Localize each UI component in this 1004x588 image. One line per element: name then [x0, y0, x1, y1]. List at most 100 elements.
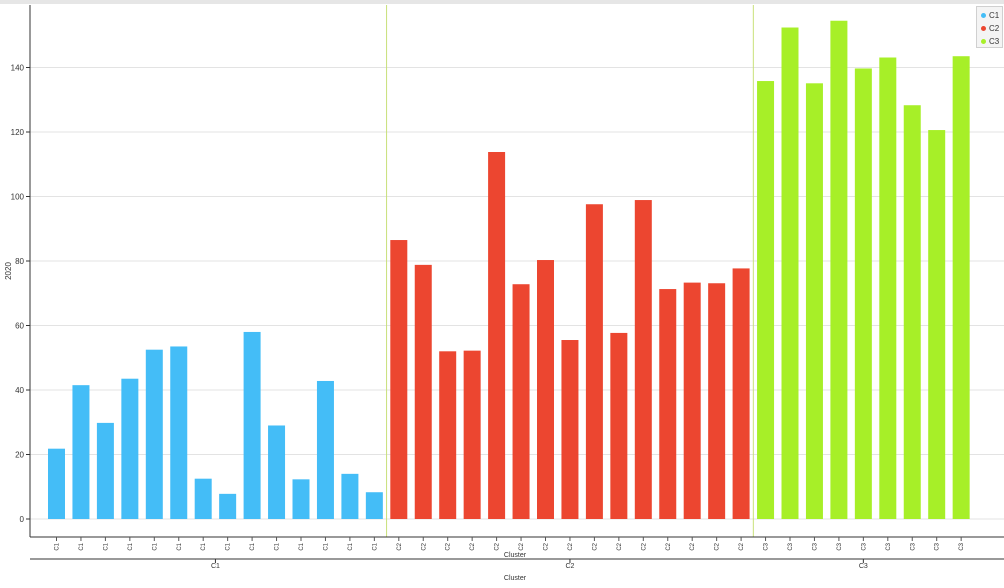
x-tick-label: C1 [372, 542, 378, 550]
bar-c1-4 [121, 378, 139, 519]
bar-c2-6 [512, 284, 530, 519]
bars [48, 20, 970, 520]
bar-c1-9 [243, 331, 261, 519]
bar-c3-4 [830, 20, 848, 520]
x-tick-label: C1 [348, 542, 354, 550]
bar-c1-11 [292, 479, 310, 519]
bar-c1-2 [72, 385, 90, 519]
y-tick-label: 120 [11, 128, 25, 137]
bar-c3-8 [928, 130, 946, 519]
x-tick-label: C3 [812, 542, 818, 550]
group-label-c1: C1 [211, 563, 220, 570]
bar-c2-8 [561, 340, 579, 519]
bar-c3-9 [952, 56, 970, 520]
group-label-c3: C3 [859, 563, 868, 570]
x-tick-label: C2 [568, 542, 574, 550]
x-tick-label: C1 [177, 542, 183, 550]
bar-c1-6 [170, 346, 188, 519]
bar-c1-7 [194, 478, 212, 519]
bar-c2-7 [537, 260, 554, 519]
x-tick-label: C2 [739, 542, 745, 550]
bar-c1-5 [145, 349, 163, 519]
window-top-strip [0, 0, 1004, 4]
bar-c2-9 [585, 204, 603, 520]
y-tick-label: 40 [15, 386, 24, 395]
x-tick-label: C1 [250, 542, 256, 550]
x-tick-label: C2 [495, 542, 501, 550]
x-tick-label: C1 [152, 542, 158, 550]
x-tick-label: C3 [788, 542, 794, 550]
y-tick-label: 20 [15, 451, 24, 460]
x-tick-label: C2 [470, 542, 476, 550]
legend-label-c1: C1 [989, 11, 1000, 20]
x-tick-label: C1 [275, 542, 281, 550]
bar-c3-6 [879, 57, 897, 519]
x-tick-label: C1 [323, 542, 329, 550]
x-tick-label: C3 [886, 542, 892, 550]
bar-c1-13 [341, 473, 359, 519]
x-tick-label: C3 [910, 542, 916, 550]
bar-c2-1 [390, 240, 408, 520]
x-tick-label: C2 [544, 542, 550, 550]
x-tick-label: C3 [935, 542, 941, 550]
bar-c1-14 [365, 492, 383, 519]
x-tick-label: C2 [617, 542, 623, 550]
legend-marker-c1 [981, 13, 986, 18]
bar-c2-15 [732, 268, 750, 519]
bar-c3-3 [805, 83, 823, 520]
bar-c1-8 [219, 493, 237, 519]
x-tick-label: C2 [397, 542, 403, 550]
gridlines [30, 5, 1004, 537]
y-tick-label: 80 [15, 257, 24, 266]
bar-c2-12 [659, 289, 677, 519]
bar-c3-5 [854, 68, 872, 519]
group-axis-label: Cluster [504, 575, 527, 582]
x-tick-label: C2 [666, 542, 672, 550]
x-tick-label: C1 [226, 542, 232, 550]
x-tick-label: C2 [592, 542, 598, 550]
x-tick-label: C1 [128, 542, 134, 550]
bar-c1-12 [316, 380, 334, 519]
bar-c2-4 [463, 350, 481, 519]
x-tick-label: C2 [715, 542, 721, 550]
x-tick-label: C1 [79, 542, 85, 550]
bar-c2-11 [634, 200, 652, 520]
y-tick-label: 140 [11, 64, 25, 73]
group-label-c2: C2 [565, 563, 574, 570]
x-tick-label: C2 [421, 542, 427, 550]
bar-c2-5 [488, 152, 506, 519]
bar-c2-13 [683, 282, 701, 519]
y-axis-label: 2020 [4, 262, 13, 280]
x-tick-label: C2 [519, 542, 525, 550]
bar-c2-2 [414, 264, 432, 519]
x-axis-label: Cluster [504, 552, 527, 559]
legend-item-c3[interactable]: C3 [977, 35, 1002, 48]
y-tick-label: 60 [15, 322, 24, 331]
x-tick-label: C1 [103, 542, 109, 550]
legend-label-c3: C3 [989, 37, 1000, 46]
bar-c2-10 [610, 332, 628, 519]
bar-c2-3 [439, 351, 457, 519]
legend: C1 C2 C3 [976, 6, 1003, 48]
legend-label-c2: C2 [989, 24, 1000, 33]
legend-marker-c3 [981, 39, 986, 44]
x-tick-label: C3 [837, 542, 843, 550]
bar-c1-10 [268, 425, 286, 519]
x-tick-label: C3 [959, 542, 965, 550]
bar-c3-7 [903, 105, 921, 519]
x-tick-label: C2 [690, 542, 696, 550]
x-tick-label: C1 [201, 542, 207, 550]
legend-item-c2[interactable]: C2 [977, 22, 1002, 35]
bar-c3-1 [757, 81, 775, 519]
legend-item-c1[interactable]: C1 [977, 9, 1002, 22]
bar-c1-3 [96, 422, 114, 519]
bar-c1-1 [48, 448, 65, 519]
x-tick-label: C1 [55, 542, 61, 550]
x-tick-label: C3 [861, 542, 867, 550]
y-tick-label: 0 [20, 515, 25, 524]
y-tick-label: 100 [11, 193, 25, 202]
legend-marker-c2 [981, 26, 986, 31]
